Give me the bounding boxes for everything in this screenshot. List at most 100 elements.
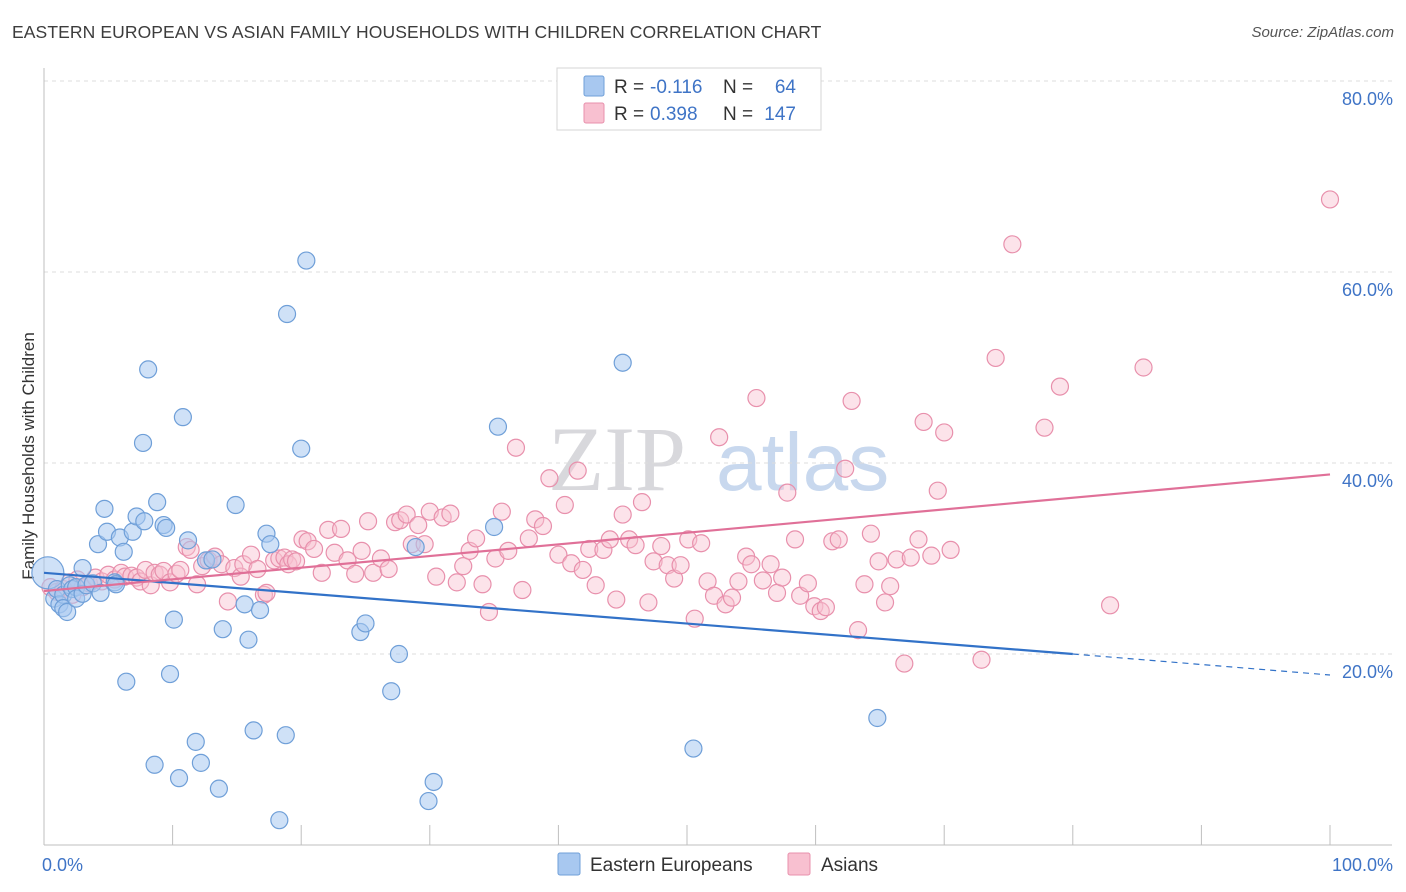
asians-point-119 [767, 583, 787, 602]
asians-point-56 [358, 512, 378, 531]
asians-point-37 [248, 559, 267, 579]
watermark-zip: ZIP [548, 408, 686, 510]
source-label: Source: ZipAtlas.com [1251, 24, 1394, 41]
eastern-europeans-point-33 [160, 664, 180, 684]
eastern-europeans-point-36 [173, 408, 192, 427]
asians-point-101 [652, 536, 671, 556]
eastern-europeans-point-65 [613, 353, 632, 372]
asians-point-99 [639, 593, 658, 612]
legend-bottom-label-asians: Asians [821, 855, 878, 876]
eastern-europeans-point-57 [356, 614, 375, 633]
asians-point-139 [895, 654, 914, 673]
asians-point-138 [887, 550, 906, 569]
eastern-europeans-point-66 [684, 739, 703, 758]
asians-point-131 [842, 391, 861, 411]
legend-n-value-1: 147 [764, 104, 796, 125]
asians-point-121 [778, 483, 797, 502]
asians-point-67 [427, 567, 446, 586]
asians-point-144 [928, 481, 947, 500]
asians-point-130 [836, 459, 855, 478]
x-tick-100: 100.0% [1332, 855, 1393, 875]
eastern-europeans-point-55 [297, 251, 316, 270]
asians-point-84 [540, 469, 559, 488]
legend-r-value-0: -0.116 [650, 77, 702, 98]
asians-point-92 [594, 540, 613, 560]
eastern-europeans-point-27 [135, 512, 154, 531]
asians-point-54 [346, 564, 365, 583]
y-tick-20: 20.0% [1342, 662, 1393, 682]
asians-point-80 [513, 580, 532, 600]
asians-point-32 [218, 592, 237, 611]
asians-point-88 [568, 461, 587, 480]
asians-point-113 [729, 572, 748, 591]
asians-point-62 [397, 505, 416, 524]
eastern-europeans-point-45 [235, 595, 254, 614]
asians-point-107 [692, 534, 711, 553]
eastern-europeans-point-58 [382, 682, 401, 701]
legend-bottom-label-eastern-europeans: Eastern Europeans [590, 855, 753, 876]
asians-point-57 [364, 563, 383, 582]
eastern-europeans-point-42 [209, 779, 228, 798]
legend-r-value-1: 0.398 [650, 104, 698, 125]
asians-point-145 [935, 423, 954, 442]
asians-point-142 [914, 412, 933, 432]
y-tick-80: 80.0% [1342, 89, 1393, 109]
y-tick-60: 60.0% [1342, 280, 1393, 300]
legend-bottom: Eastern Europeans Asians [557, 852, 878, 876]
eastern-europeans-point-53 [277, 304, 297, 324]
asians-point-132 [848, 621, 868, 640]
eastern-europeans-point-59 [389, 644, 409, 664]
eastern-europeans-point-41 [203, 550, 222, 569]
eastern-europeans-point-17 [95, 499, 114, 518]
asians-point-122 [785, 530, 805, 549]
eastern-europeans-point-26 [133, 433, 153, 453]
asians-point-151 [1050, 377, 1070, 396]
asians-point-86 [555, 495, 574, 515]
asians-point-140 [901, 548, 920, 567]
asians-point-77 [492, 502, 511, 521]
asians-point-143 [922, 546, 941, 565]
asians-point-91 [586, 576, 605, 595]
eastern-europeans-point-16 [91, 583, 110, 602]
eastern-europeans-point-67 [868, 708, 887, 728]
asians-point-70 [447, 573, 466, 592]
eastern-europeans-point-15 [88, 535, 108, 554]
asians-point-116 [747, 388, 766, 408]
asians-point-129 [829, 530, 848, 549]
eastern-europeans-point-63 [485, 517, 504, 537]
legend-n-label-0: N = [723, 77, 753, 98]
legend-bottom-swatch-eastern-europeans [557, 852, 581, 876]
x-tick-marks [172, 825, 1331, 845]
legend-swatch-eastern-europeans [583, 75, 605, 97]
asians-point-111 [716, 595, 735, 614]
eastern-europeans-point-37 [178, 531, 198, 550]
x-tick-0: 0.0% [42, 855, 83, 875]
asians-point-50 [319, 520, 338, 539]
eastern-europeans-point-61 [419, 791, 438, 811]
eastern-europeans-point-6 [58, 602, 77, 622]
asians-trend-line [43, 473, 1331, 593]
watermark: ZIP atlas [548, 408, 889, 510]
asians-point-153 [1134, 358, 1153, 377]
eastern-europeans-point-47 [244, 721, 263, 740]
asians-point-110 [710, 428, 729, 447]
y-tick-40: 40.0% [1342, 471, 1393, 491]
eastern-europeans-point-46 [239, 630, 258, 649]
eastern-europeans-point-32 [157, 518, 176, 538]
eastern-europeans-point-62 [424, 772, 443, 792]
eastern-europeans-point-52 [276, 726, 295, 745]
asians-point-24 [171, 560, 190, 580]
asians-point-150 [1035, 418, 1054, 437]
asians-point-78 [499, 541, 518, 560]
asians-point-55 [352, 541, 371, 560]
legend-r-label-1: R = [614, 104, 644, 125]
eastern-europeans-point-44 [226, 495, 245, 515]
asians-point-59 [379, 559, 398, 579]
y-axis-label: Family Households with Children [19, 332, 38, 580]
eastern-europeans-point-48 [250, 600, 270, 620]
asians-point-83 [533, 516, 553, 536]
asians-point-49 [312, 563, 331, 582]
asians-point-146 [941, 540, 960, 560]
eastern-europeans-point-23 [117, 672, 136, 691]
eastern-europeans-point-30 [148, 493, 167, 512]
